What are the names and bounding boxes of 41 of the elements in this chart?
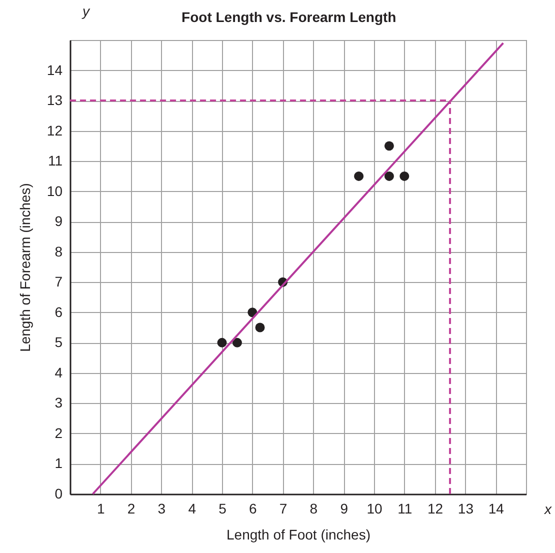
x-tick-label: 2 (127, 500, 136, 516)
point (255, 322, 265, 332)
y-tick-label: 9 (54, 213, 63, 230)
x-tick-label: 1 (97, 500, 105, 516)
y-tick-label: 14 (46, 62, 63, 78)
y-tick-label: 4 (54, 364, 63, 380)
y-tick-label: 1 (54, 455, 63, 472)
text: x (544, 501, 552, 517)
y-tick-label: 10 (46, 182, 63, 199)
x-tick-label: 10 (366, 500, 382, 516)
point (232, 338, 242, 348)
point (354, 171, 364, 181)
point (384, 171, 394, 181)
y-tick-label: 3 (54, 394, 63, 411)
x-tick-label: 7 (279, 500, 288, 516)
y-tick-label: 12 (46, 122, 63, 138)
x-tick-label: 5 (218, 500, 227, 516)
point (400, 171, 410, 181)
x-tick-label: 3 (158, 500, 166, 516)
y-tick-label: 6 (54, 304, 63, 320)
point (384, 141, 394, 151)
x-tick-label: 14 (488, 500, 504, 516)
x-tick-label: 4 (188, 500, 196, 516)
y-tick-label: 11 (48, 152, 63, 169)
y-tick-label: 7 (54, 274, 63, 290)
x-tick-label: 13 (458, 500, 474, 516)
x-tick-label: 6 (249, 500, 257, 516)
x-tick-label: 9 (340, 500, 348, 516)
chart-title: Foot Length vs. Forearm Length (182, 9, 396, 25)
y-tick-label: 0 (54, 486, 63, 502)
x-tick-label: 12 (428, 500, 444, 516)
text: y (82, 3, 90, 19)
x-tick-label: 11 (398, 500, 412, 516)
y-tick-label: 13 (46, 92, 63, 108)
x-tick-label: 8 (310, 500, 318, 516)
point (217, 338, 227, 348)
y-tick-label: 5 (54, 334, 63, 350)
y-tick-label: 8 (54, 243, 63, 260)
y-axis-title: Length of Forearm (inches) (16, 183, 33, 352)
x-axis-title: Length of Foot (inches) (226, 526, 370, 542)
y-tick-label: 2 (54, 424, 63, 441)
